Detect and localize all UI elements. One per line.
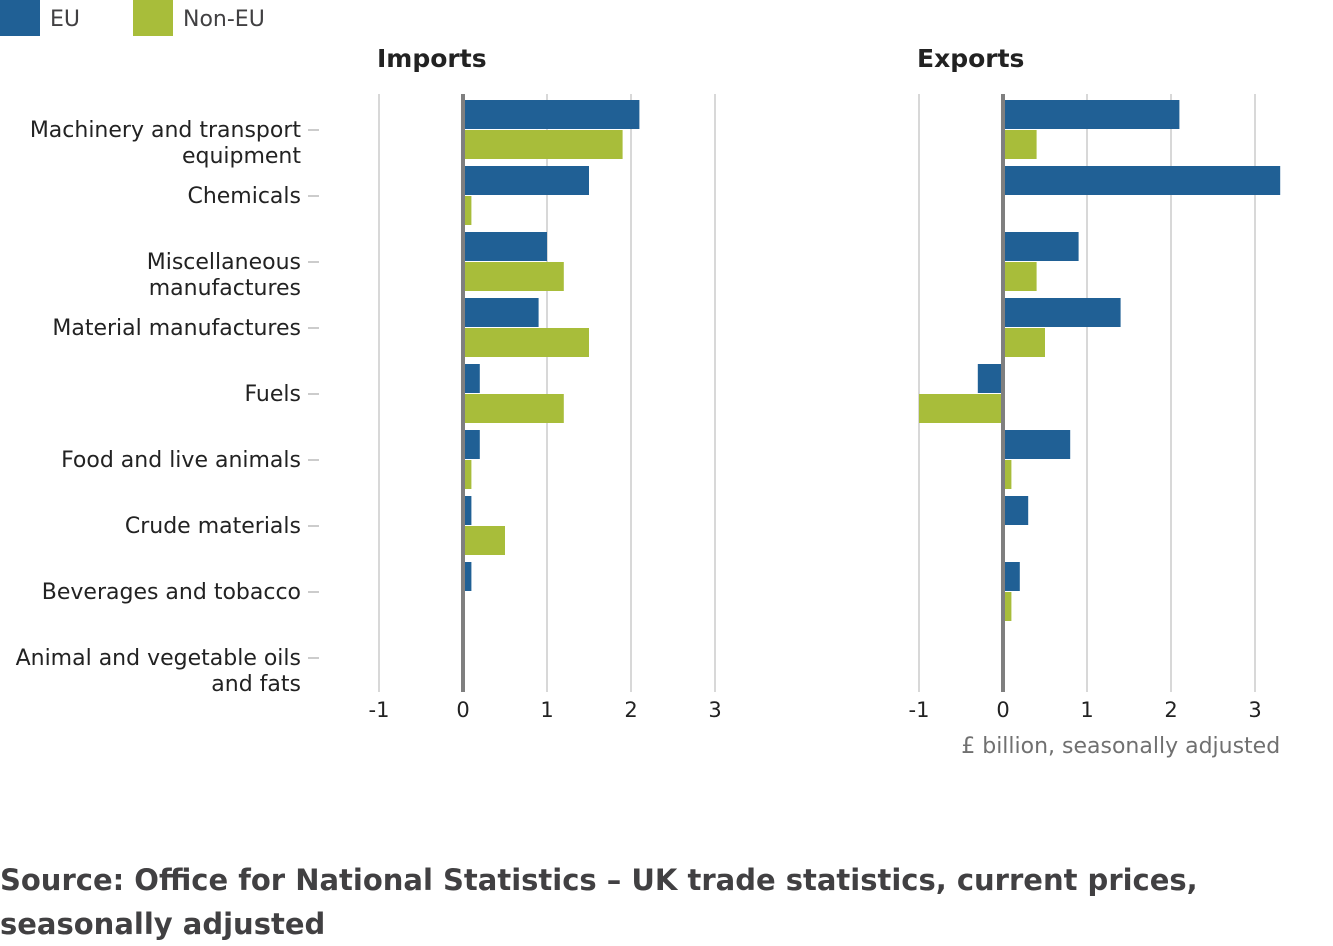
- bar-imports-eu: [463, 562, 472, 591]
- category-label: Miscellaneous manufactures: [147, 250, 301, 301]
- bar-imports-non-eu: [463, 526, 505, 555]
- legend-label-non-eu: Non-EU: [183, 7, 265, 32]
- bar-exports-non-eu: [919, 394, 1003, 423]
- bar-imports-eu: [463, 364, 480, 393]
- bar-imports-non-eu: [463, 130, 623, 159]
- trade-chart: EU Non-EU Machinery and transport equipment…: [0, 0, 1281, 759]
- category-label: Material manufactures: [52, 316, 301, 341]
- bar-exports-eu: [1003, 298, 1121, 327]
- x-tick-label: -1: [369, 698, 390, 722]
- bar-imports-non-eu: [463, 394, 564, 423]
- category-label: Animal and vegetable oils and fats: [16, 646, 301, 697]
- bar-exports-non-eu: [1003, 460, 1012, 489]
- legend-swatch-eu: [0, 0, 40, 36]
- x-tick-label: 0: [996, 698, 1009, 722]
- bar-exports-non-eu: [1003, 130, 1037, 159]
- bar-exports-non-eu: [1003, 592, 1012, 621]
- bar-exports-eu: [977, 364, 1003, 393]
- category-label: Crude materials: [125, 514, 301, 539]
- panel-title-exports: Exports: [917, 44, 1024, 73]
- category-label: Machinery and transport equipment: [30, 118, 302, 169]
- category-label: Fuels: [244, 382, 301, 407]
- x-tick-label: 1: [540, 698, 553, 722]
- bar-imports-eu: [463, 298, 539, 327]
- unit-label: £ billion, seasonally adjusted: [961, 734, 1280, 759]
- category-label: Beverages and tobacco: [42, 580, 301, 605]
- source-note: Source: Office for National Statistics –…: [0, 863, 1198, 941]
- bar-imports-eu: [463, 430, 480, 459]
- bar-exports-non-eu: [1003, 262, 1037, 291]
- bar-exports-non-eu: [1003, 328, 1045, 357]
- bar-imports-non-eu: [463, 328, 589, 357]
- x-tick-label: 2: [624, 698, 637, 722]
- x-tick-label: -1: [909, 698, 930, 722]
- x-tick-label: 3: [1248, 698, 1261, 722]
- x-tick-label: 2: [1164, 698, 1177, 722]
- x-tick-label: 1: [1080, 698, 1093, 722]
- legend-swatch-non-eu: [133, 0, 173, 36]
- bar-imports-eu: [463, 166, 589, 195]
- bar-exports-eu: [1003, 166, 1281, 195]
- bar-imports-non-eu: [463, 262, 564, 291]
- x-tick-label: 0: [456, 698, 469, 722]
- bar-exports-eu: [1003, 100, 1180, 129]
- legend-label-eu: EU: [50, 7, 80, 32]
- bar-imports-non-eu: [463, 196, 472, 225]
- bar-exports-eu: [1003, 430, 1071, 459]
- bar-exports-eu: [1003, 232, 1079, 261]
- category-label: Chemicals: [187, 184, 301, 209]
- panel-title-imports: Imports: [377, 44, 487, 73]
- bar-exports-eu: [1003, 562, 1020, 591]
- bar-imports-eu: [463, 232, 547, 261]
- category-label: Food and live animals: [61, 448, 301, 473]
- bar-imports-eu: [463, 100, 640, 129]
- bar-imports-eu: [463, 496, 472, 525]
- bar-exports-eu: [1003, 496, 1029, 525]
- x-tick-label: 3: [708, 698, 721, 722]
- bar-imports-non-eu: [463, 460, 472, 489]
